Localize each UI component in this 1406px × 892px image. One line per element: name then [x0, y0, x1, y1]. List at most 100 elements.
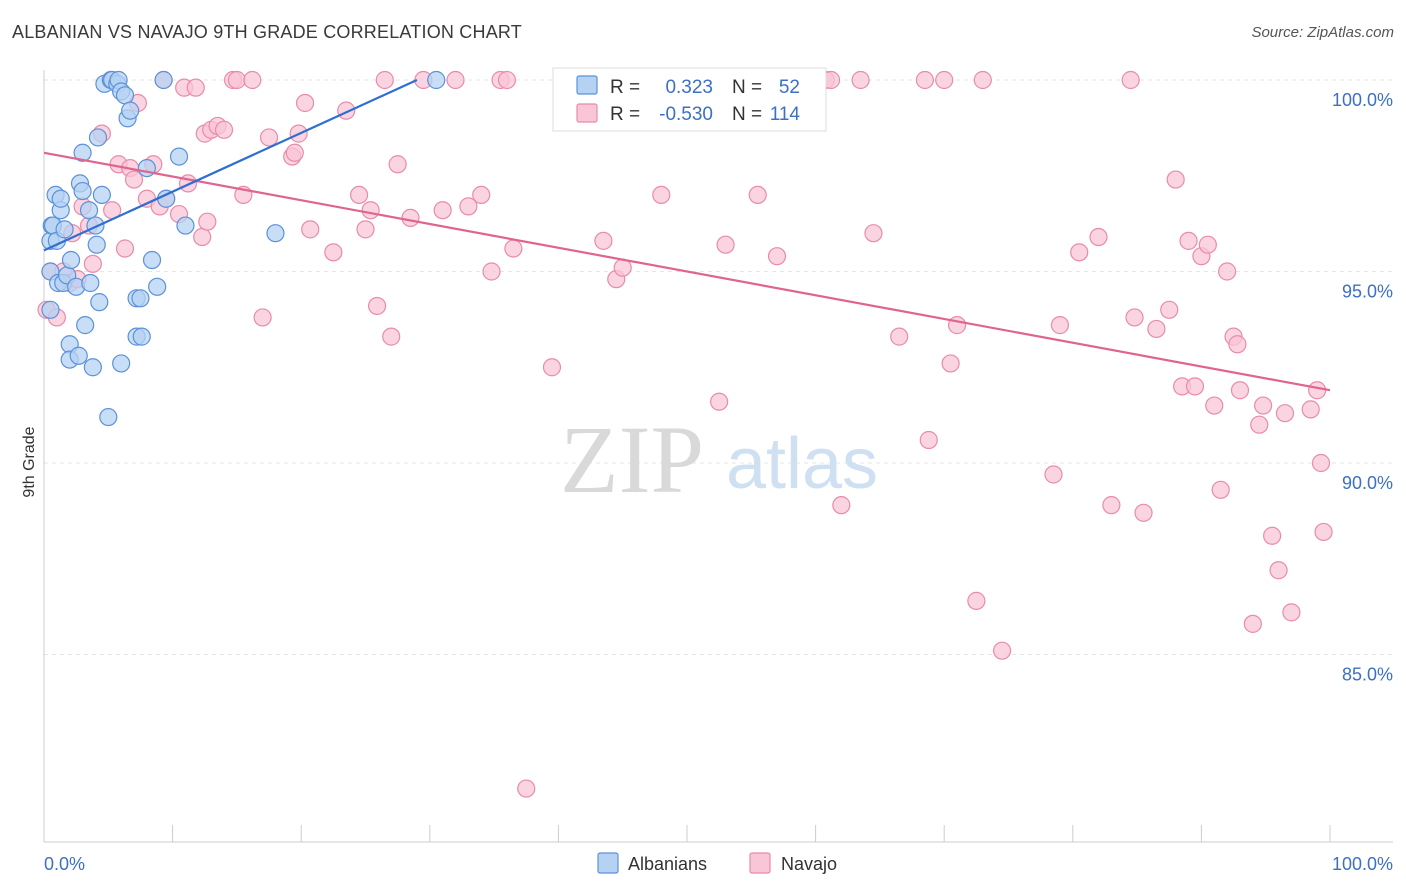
navajo-point [1254, 396, 1273, 415]
navajo-point [1179, 231, 1198, 250]
bottom-legend-albanian-swatch [597, 852, 619, 874]
albanian-point [132, 327, 151, 346]
navajo-point [1311, 453, 1331, 473]
navajo-point [1301, 400, 1320, 419]
navajo-point [504, 239, 523, 258]
navajo-point [1102, 496, 1121, 515]
navajo-point [433, 201, 452, 220]
albanian-point [83, 358, 102, 377]
navajo-point [295, 93, 315, 113]
bottom-legend: Albanians Navajo [597, 852, 837, 874]
navajo-point [967, 591, 986, 610]
x-tick-label: 100.0% [1332, 854, 1393, 874]
albanian-points [41, 70, 446, 427]
y-axis-title: 9th Grade [21, 426, 38, 497]
navajo-point [214, 120, 234, 139]
navajo-point [1185, 377, 1205, 396]
albanian-point [81, 273, 100, 293]
navajo-point [1044, 465, 1063, 484]
legend-albanian-n-value: 52 [779, 77, 800, 98]
navajo-point [1282, 603, 1301, 622]
legend-navajo-swatch [576, 103, 598, 123]
navajo-point [1263, 526, 1282, 545]
navajo-point [198, 212, 217, 231]
navajo-point [193, 227, 212, 247]
albanian-point [112, 354, 131, 373]
legend-navajo-n-value: 114 [770, 104, 801, 125]
albanian-point [427, 70, 446, 90]
y-tick-label: 85.0% [1342, 665, 1393, 685]
albanian-point [79, 201, 99, 220]
navajo-point [472, 185, 491, 204]
navajo-point [919, 430, 938, 450]
x-tick-label: 0.0% [44, 854, 85, 874]
navajo-point [542, 358, 562, 377]
navajo-point [375, 70, 394, 90]
navajo-trend-line [43, 151, 1331, 392]
navajo-point [227, 70, 246, 90]
navajo-point [748, 185, 767, 204]
navajo-point [83, 254, 102, 273]
grid-lines [44, 79, 1393, 655]
legend-albanian-r-label: R = [610, 77, 640, 98]
navajo-point [361, 201, 380, 220]
legend-box: R = 0.323 N = 52 R = -0.530 N = 114 [552, 67, 827, 132]
y-tick-label: 95.0% [1342, 282, 1393, 302]
albanian-point [148, 277, 167, 296]
navajo-point [1198, 235, 1217, 254]
navajo-point [716, 235, 735, 254]
albanian-point [76, 316, 95, 335]
bottom-legend-navajo-swatch [749, 852, 771, 874]
albanian-point [55, 220, 74, 239]
navajo-point [1308, 381, 1327, 400]
albanian-point [137, 158, 156, 178]
navajo-point [1134, 503, 1153, 522]
navajo-point [915, 70, 935, 90]
watermark-zip: ZIP [560, 406, 704, 513]
y-tick-label: 90.0% [1342, 473, 1393, 493]
y-tick-labels: 100.0% 95.0% 90.0% 85.0% [1332, 90, 1393, 685]
albanian-point [61, 250, 81, 270]
chart-title: ALBANIAN VS NAVAJO 9TH GRADE CORRELATION… [12, 22, 522, 42]
albanian-point [41, 300, 60, 319]
navajo-point [401, 208, 420, 227]
navajo-point [459, 197, 478, 216]
navajo-point [1125, 308, 1144, 327]
navajo-point [186, 78, 205, 97]
x-tick-labels: 0.0% 100.0% [44, 854, 1393, 874]
navajo-point [767, 247, 787, 266]
navajo-point [1314, 522, 1333, 542]
albanian-point [266, 224, 285, 243]
albanian-point [73, 143, 92, 162]
watermark-atlas: atlas [726, 424, 878, 504]
trend-lines [43, 78, 1331, 392]
navajo-point [1205, 396, 1224, 415]
navajo-point [1250, 415, 1269, 434]
navajo-point [1089, 227, 1108, 247]
y-tick-label: 100.0% [1332, 90, 1393, 110]
navajo-point [935, 70, 954, 90]
navajo-point [356, 220, 375, 239]
navajo-point [301, 220, 320, 239]
navajo-point [253, 308, 272, 327]
navajo-point [992, 641, 1012, 660]
navajo-point [594, 231, 613, 250]
navajo-point [851, 70, 870, 90]
legend-albanian-swatch [576, 75, 598, 95]
source-label: Source: ZipAtlas.com [1251, 24, 1394, 41]
navajo-point [1166, 170, 1185, 189]
navajo-point [1121, 70, 1140, 90]
legend-albanian-r-value: 0.323 [665, 77, 713, 98]
navajo-point [382, 327, 401, 346]
legend-navajo-n-label: N = [732, 104, 762, 125]
albanian-trend-line [43, 78, 418, 252]
legend-navajo-r-label: R = [610, 104, 640, 125]
albanian-point [69, 346, 88, 365]
watermark: ZIP atlas [560, 406, 878, 513]
albanian-point [90, 293, 109, 312]
navajo-point [832, 496, 851, 515]
navajo-point [115, 239, 135, 258]
navajo-point [349, 185, 369, 204]
navajo-point [1160, 300, 1179, 319]
